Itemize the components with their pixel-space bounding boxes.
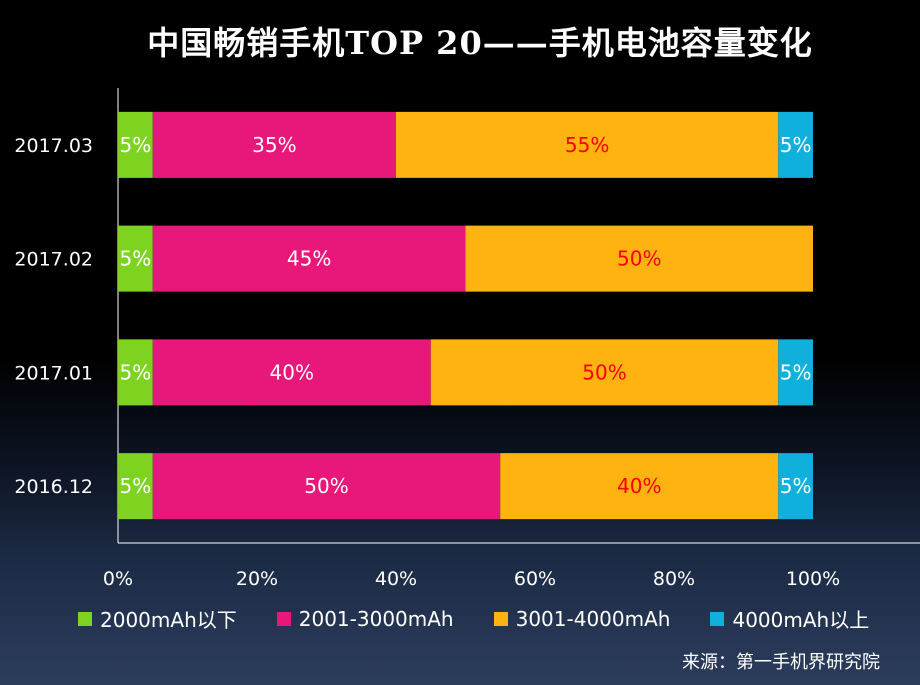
x-tick-label: 20%	[236, 568, 278, 590]
legend-swatch	[276, 611, 291, 626]
legend-label: 2000mAh以下	[100, 608, 237, 632]
x-tick-label: 100%	[786, 568, 840, 590]
x-tick-label: 40%	[375, 568, 417, 590]
x-tick-label: 60%	[514, 568, 556, 590]
data-label: 5%	[120, 474, 152, 498]
bar-segment	[500, 453, 779, 520]
bar-segment	[152, 111, 396, 178]
bar-segment	[118, 111, 153, 178]
data-label: 45%	[287, 247, 331, 271]
category-label: 2017.01	[14, 362, 93, 384]
legend-label: 4000mAh以上	[732, 608, 870, 632]
source-note: 来源：第一手机界研究院	[682, 652, 880, 673]
data-label: 5%	[120, 133, 152, 157]
legend-item: 2001-3000mAh	[276, 606, 454, 631]
bar-segment	[152, 453, 501, 520]
bar-segment	[118, 339, 153, 406]
bar-segment	[152, 339, 431, 406]
data-label: 50%	[617, 247, 661, 271]
bar-segment	[118, 225, 153, 292]
bar-segment	[465, 225, 813, 292]
legend-item: 3001-4000mAh	[493, 606, 671, 631]
legend-swatch	[710, 611, 725, 626]
legend-item: 2000mAh以下	[78, 604, 237, 633]
bar-segment	[118, 453, 153, 520]
data-label: 35%	[252, 133, 296, 157]
category-label: 2017.03	[14, 135, 93, 157]
legend-swatch	[78, 611, 92, 626]
data-label: 55%	[565, 133, 609, 157]
x-tick-label: 0%	[103, 568, 133, 590]
bar-segment	[778, 339, 813, 406]
chart-title: 中国畅销手机TOP 20——手机电池容量变化	[147, 24, 813, 62]
legend-swatch	[493, 611, 508, 626]
data-label: 40%	[270, 360, 314, 384]
x-tick-label: 80%	[653, 568, 695, 590]
data-label: 5%	[780, 133, 812, 157]
data-label: 5%	[120, 360, 152, 384]
data-label: 5%	[120, 247, 152, 271]
data-label: 50%	[304, 474, 348, 498]
bar-segment	[778, 453, 813, 520]
legend-label: 2001-3000mAh	[298, 606, 454, 631]
data-label: 50%	[582, 360, 626, 384]
legend-item: 4000mAh以上	[710, 604, 869, 633]
legend-label: 3001-4000mAh	[515, 606, 671, 631]
bar-segment	[396, 111, 779, 178]
category-label: 2016.12	[14, 476, 93, 498]
data-label: 40%	[617, 474, 661, 498]
data-label: 5%	[780, 474, 812, 498]
bar-segment	[778, 111, 813, 178]
chart-legend: 2000mAh以下 2001-3000mAh 3001-4000mAh 4000mAh…	[78, 604, 909, 633]
bar-segment	[152, 225, 466, 292]
category-label: 2017.02	[14, 249, 93, 271]
data-label: 5%	[780, 360, 812, 384]
bar-segment	[430, 339, 779, 406]
